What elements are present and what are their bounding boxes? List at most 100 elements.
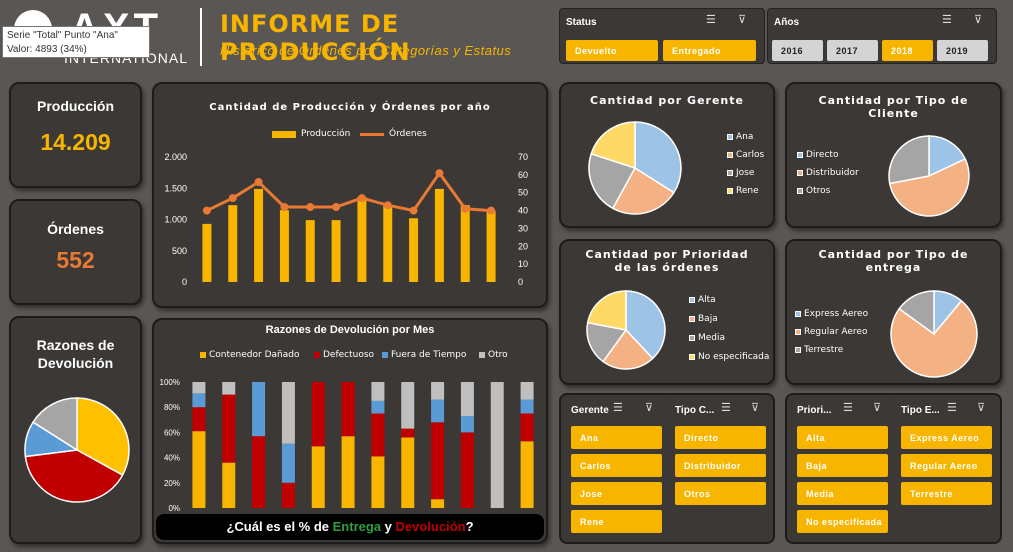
ordenes-point[interactable] [202, 206, 211, 215]
stack-segment[interactable] [192, 382, 206, 394]
produccion-bar[interactable] [486, 210, 496, 282]
gerente-slicer[interactable]: Gerente ☰ ⊽ Ana Carlos Jose Rene [565, 397, 666, 540]
cliente-chip-distribuidor[interactable]: Distribuidor [675, 454, 766, 477]
gerente-pie-chart[interactable] [587, 120, 683, 216]
pie-slice[interactable] [32, 397, 78, 452]
stack-segment[interactable] [460, 416, 474, 433]
clear-filter-icon[interactable]: ⊽ [974, 14, 983, 26]
stack-segment[interactable] [371, 413, 385, 457]
ordenes-point[interactable] [280, 203, 289, 211]
clear-filter-icon[interactable]: ⊽ [977, 402, 986, 414]
stack-segment[interactable] [281, 443, 295, 483]
stack-segment[interactable] [371, 382, 385, 401]
entrega-chip-terrestre[interactable]: Terrestre [901, 482, 992, 505]
entrega-chip-regular[interactable]: Regular Aereo [901, 454, 992, 477]
stack-segment[interactable] [401, 437, 415, 508]
clear-filter-icon[interactable]: ⊽ [738, 14, 747, 26]
ordenes-point[interactable] [461, 204, 470, 213]
ordenes-point[interactable] [435, 169, 444, 178]
produccion-bar[interactable] [434, 188, 444, 282]
entrega-chip-express[interactable]: Express Aereo [901, 426, 992, 449]
pie-slice[interactable] [888, 157, 970, 217]
multiselect-icon[interactable]: ☰ [942, 14, 952, 26]
pie-slice[interactable] [24, 449, 124, 503]
gerente-chip-jose[interactable]: Jose [571, 482, 662, 505]
ordenes-point[interactable] [383, 201, 392, 210]
multiselect-icon[interactable]: ☰ [721, 402, 731, 414]
stack-segment[interactable] [520, 441, 534, 508]
status-slicer[interactable]: Status ☰ ⊽ Devuelto Entregado [559, 8, 765, 64]
pie-slice[interactable] [611, 166, 675, 215]
ordenes-point[interactable] [487, 206, 496, 215]
stack-segment[interactable] [371, 456, 385, 508]
stack-segment[interactable] [460, 382, 474, 417]
stack-segment[interactable] [252, 382, 266, 437]
status-chip-entregado[interactable]: Entregado [663, 40, 756, 61]
razones-mes-plot[interactable]: 100% 80% 60% 40% 20% 0% [154, 372, 546, 512]
cliente-chip-directo[interactable]: Directo [675, 426, 766, 449]
produccion-bar[interactable] [228, 205, 238, 282]
produccion-bar[interactable] [279, 210, 289, 282]
stack-segment[interactable] [192, 407, 206, 432]
produccion-bar[interactable] [409, 218, 419, 282]
pie-slice[interactable] [625, 290, 666, 360]
stack-segment[interactable] [431, 399, 445, 423]
status-chip-devuelto[interactable]: Devuelto [566, 40, 658, 61]
clear-filter-icon[interactable]: ⊽ [645, 402, 654, 414]
year-chip-2019[interactable]: 2019 [937, 40, 988, 61]
clear-filter-icon[interactable]: ⊽ [751, 402, 760, 414]
question-banner[interactable]: ¿Cuál es el % de Entrega y Devolución? [156, 514, 544, 540]
stack-segment[interactable] [401, 428, 415, 438]
stack-segment[interactable] [431, 499, 445, 508]
multiselect-icon[interactable]: ☰ [843, 402, 853, 414]
pie-slice[interactable] [76, 397, 130, 477]
prioridad-chip-baja[interactable]: Baja [797, 454, 888, 477]
ordenes-point[interactable] [254, 178, 263, 186]
stack-segment[interactable] [311, 446, 325, 508]
stack-segment[interactable] [341, 436, 355, 508]
years-slicer[interactable]: Años ☰ ⊽ 2016 2017 2018 2019 [767, 8, 997, 64]
pie-slice[interactable] [588, 152, 637, 210]
ordenes-point[interactable] [228, 194, 237, 203]
produccion-bar[interactable] [460, 205, 470, 282]
ordenes-line[interactable] [206, 170, 492, 213]
pie-slice[interactable] [888, 135, 930, 185]
tipo-entrega-slicer[interactable]: Tipo E... ☰ ⊽ Express Aereo Regular Aere… [895, 397, 996, 540]
prioridad-chip-media[interactable]: Media [797, 482, 888, 505]
stack-segment[interactable] [431, 382, 445, 400]
gerente-chip-rene[interactable]: Rene [571, 510, 662, 533]
stack-segment[interactable] [520, 382, 534, 400]
pie-slice[interactable] [590, 121, 636, 170]
ordenes-point[interactable] [409, 206, 418, 215]
produccion-bar[interactable] [254, 188, 264, 282]
stack-segment[interactable] [222, 394, 236, 463]
year-chip-2016[interactable]: 2016 [772, 40, 823, 61]
pie-slice[interactable] [586, 290, 627, 331]
stack-segment[interactable] [490, 382, 504, 508]
produccion-ordenes-plot[interactable]: 2.000 1.500 1.000 500 0 70 60 50 40 30 20 10 0 [154, 149, 546, 294]
tipo-cliente-slicer[interactable]: Tipo C... ☰ ⊽ Directo Distribuidor Otros [669, 397, 770, 540]
stack-segment[interactable] [401, 382, 415, 429]
clear-filter-icon[interactable]: ⊽ [873, 402, 882, 414]
pie-slice[interactable] [602, 328, 654, 370]
stack-segment[interactable] [520, 399, 534, 414]
stack-segment[interactable] [252, 436, 266, 508]
produccion-bar[interactable] [202, 223, 212, 282]
stack-segment[interactable] [222, 382, 236, 395]
tipo-cliente-pie-chart[interactable] [887, 134, 971, 218]
stack-segment[interactable] [431, 422, 445, 500]
stack-segment[interactable] [311, 382, 325, 447]
produccion-bar[interactable] [331, 220, 341, 282]
stack-segment[interactable] [192, 431, 206, 508]
prioridad-slicer[interactable]: Priori... ☰ ⊽ Alta Baja Media No especif… [791, 397, 892, 540]
prioridad-pie-chart[interactable] [585, 289, 667, 371]
pie-slice[interactable] [890, 299, 978, 378]
multiselect-icon[interactable]: ☰ [613, 402, 623, 414]
pie-slice[interactable] [586, 321, 628, 363]
cliente-chip-otros[interactable]: Otros [675, 482, 766, 505]
gerente-chip-carlos[interactable]: Carlos [571, 454, 662, 477]
multiselect-icon[interactable]: ☰ [947, 402, 957, 414]
year-chip-2018[interactable]: 2018 [882, 40, 933, 61]
ordenes-point[interactable] [357, 194, 366, 203]
tipo-entrega-pie-chart[interactable] [889, 289, 979, 379]
